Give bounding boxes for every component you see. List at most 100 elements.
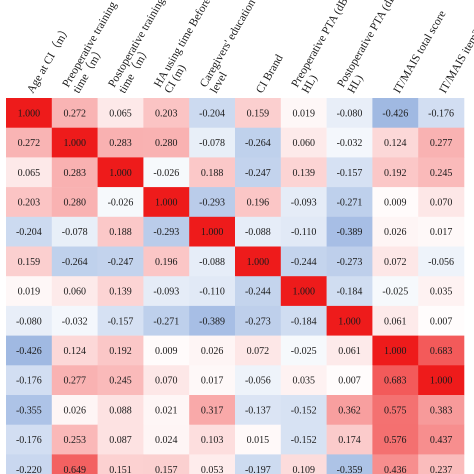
heatmap-cell — [6, 216, 53, 247]
cell-value-label: -0.088 — [245, 227, 271, 238]
cell-value-label: 0.280 — [63, 197, 86, 208]
heatmap-cell — [280, 187, 327, 218]
cell-value-label: 0.060 — [63, 287, 86, 298]
heatmap-cell — [51, 365, 98, 396]
heatmap-cell — [189, 216, 236, 247]
heatmap-cell — [189, 454, 236, 474]
heatmap-cell — [280, 335, 327, 366]
heatmap-cell — [143, 365, 190, 396]
heatmap-cell — [51, 276, 98, 307]
heatmap-cell — [51, 157, 98, 188]
cell-value-label: 0.245 — [430, 168, 453, 179]
cell-value-label: 1.000 — [155, 197, 178, 208]
cell-value-label: 0.649 — [63, 465, 86, 474]
heatmap-cell — [235, 395, 282, 425]
cell-value-label: 0.070 — [155, 376, 178, 387]
cell-value-label: 1.000 — [292, 287, 315, 298]
heatmap-cell — [51, 395, 98, 425]
cell-value-label: 1.000 — [384, 346, 407, 357]
heatmap-cell — [326, 395, 373, 425]
cell-value-label: 1.000 — [430, 376, 453, 387]
cell-value-label: 0.109 — [292, 465, 315, 474]
cell-value-label: 0.103 — [201, 435, 224, 446]
heatmap-cell — [418, 365, 465, 396]
heatmap-cell — [143, 395, 190, 425]
cell-value-label: -0.197 — [245, 465, 271, 474]
heatmap-cell — [280, 305, 327, 336]
heatmap-cell — [51, 454, 98, 474]
cell-value-label: 0.070 — [430, 197, 453, 208]
heatmap-cell — [189, 127, 236, 158]
heatmap-cell — [372, 157, 419, 188]
cell-value-label: -0.152 — [291, 405, 317, 416]
heatmap-cell — [143, 157, 190, 188]
heatmap-cell — [97, 127, 144, 158]
heatmap-cell — [235, 276, 282, 307]
heatmap-cell — [6, 246, 53, 277]
heatmap-cell — [372, 424, 419, 455]
cell-value-label: -0.273 — [337, 257, 363, 268]
heatmap-cell — [326, 305, 373, 336]
cell-value-label: 0.283 — [109, 138, 132, 149]
cell-value-label: -0.244 — [245, 287, 271, 298]
cell-value-label: 0.024 — [155, 435, 178, 446]
cell-value-label: 1.000 — [18, 108, 41, 119]
heatmap-cell — [6, 157, 53, 188]
heatmap-cell — [418, 157, 465, 188]
cell-value-label: 1.000 — [338, 316, 361, 327]
cell-value-label: -0.093 — [291, 197, 317, 208]
heatmap-cell — [143, 98, 190, 128]
cell-value-label: 0.065 — [18, 168, 41, 179]
heatmap-cell — [143, 454, 190, 474]
cell-value-label: -0.080 — [16, 316, 42, 327]
heatmap-cell — [372, 454, 419, 474]
heatmap-cell — [372, 216, 419, 247]
cell-value-label: -0.137 — [245, 405, 271, 416]
heatmap-cell — [143, 216, 190, 247]
cell-value-label: 0.159 — [18, 257, 41, 268]
cell-value-label: -0.264 — [62, 257, 88, 268]
cell-value-label: -0.088 — [199, 257, 225, 268]
cell-value-label: -0.220 — [16, 465, 42, 474]
cell-value-label: 0.053 — [201, 465, 224, 474]
heatmap-cell — [189, 395, 236, 425]
column-header: IT/MAIS total score — [392, 9, 449, 96]
heatmap-cell — [235, 127, 282, 158]
heatmap-cell — [326, 216, 373, 247]
heatmap-cell — [280, 246, 327, 277]
heatmap-cell — [326, 246, 373, 277]
column-header-line: Postoperative PTA (dB — [335, 0, 398, 90]
cell-value-label: 0.272 — [63, 108, 86, 119]
heatmap-cell — [372, 246, 419, 277]
heatmap-cell — [51, 187, 98, 218]
heatmap-cell — [143, 335, 190, 366]
cell-value-label: 0.015 — [247, 435, 270, 446]
heatmap-cell — [235, 454, 282, 474]
heatmap-cell — [326, 454, 373, 474]
cell-value-label: 0.007 — [338, 376, 361, 387]
heatmap-cell — [372, 305, 419, 336]
cell-value-label: -0.056 — [245, 376, 271, 387]
cell-value-label: -0.264 — [245, 138, 271, 149]
heatmap-cell — [189, 276, 236, 307]
cell-value-label: 0.061 — [384, 316, 407, 327]
cell-value-label: 0.283 — [63, 168, 86, 179]
cell-value-label: 0.060 — [292, 138, 315, 149]
cell-value-label: -0.204 — [199, 108, 225, 119]
heatmap-cell — [418, 98, 465, 128]
heatmap-cell — [97, 157, 144, 188]
cell-value-label: 0.009 — [155, 346, 178, 357]
heatmap-cell — [51, 335, 98, 366]
heatmap-cell — [189, 424, 236, 455]
cell-value-label: -0.157 — [108, 316, 134, 327]
heatmap-cell — [418, 216, 465, 247]
heatmap-cell — [418, 335, 465, 366]
heatmap-cell — [280, 157, 327, 188]
cell-value-label: -0.025 — [291, 346, 317, 357]
cell-value-label: -0.355 — [16, 405, 42, 416]
cell-value-label: 0.280 — [155, 138, 178, 149]
cell-value-label: -0.426 — [382, 108, 408, 119]
cell-value-label: -0.026 — [108, 197, 134, 208]
heatmap-cell — [189, 305, 236, 336]
